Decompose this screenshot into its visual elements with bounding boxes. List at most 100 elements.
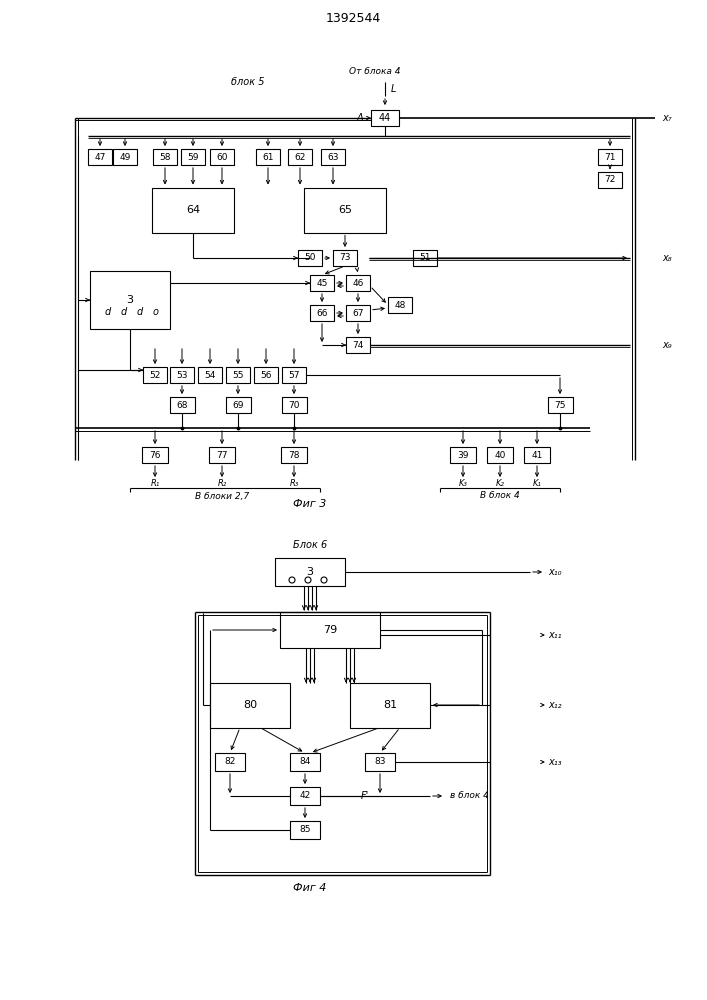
Bar <box>198 367 222 383</box>
Text: 44: 44 <box>379 113 391 123</box>
Text: 74: 74 <box>352 340 363 350</box>
Bar <box>281 397 307 413</box>
Bar <box>281 447 307 463</box>
Text: 55: 55 <box>233 370 244 379</box>
Bar <box>598 172 622 188</box>
Text: Блок 6: Блок 6 <box>293 540 327 550</box>
Text: 42: 42 <box>299 792 310 800</box>
Text: х₉: х₉ <box>662 340 672 350</box>
Bar <box>152 188 234 232</box>
Bar <box>210 682 290 728</box>
Bar <box>310 275 334 291</box>
Bar <box>290 753 320 771</box>
Text: 64: 64 <box>186 205 200 215</box>
Text: Фиг 4: Фиг 4 <box>293 883 327 893</box>
Bar <box>170 367 194 383</box>
Text: 80: 80 <box>243 700 257 710</box>
Text: 84: 84 <box>299 758 310 766</box>
Bar <box>226 367 250 383</box>
Text: d: d <box>137 307 143 317</box>
Text: 77: 77 <box>216 450 228 460</box>
Text: В блок 4: В блок 4 <box>480 491 520 500</box>
Bar <box>254 367 278 383</box>
Text: 3: 3 <box>127 295 134 305</box>
Bar <box>209 447 235 463</box>
Text: х₁₀: х₁₀ <box>548 567 561 577</box>
Text: K₃: K₃ <box>459 480 467 488</box>
Bar <box>346 305 370 321</box>
Bar <box>113 149 137 165</box>
Bar <box>547 397 573 413</box>
Bar <box>290 821 320 839</box>
Text: 70: 70 <box>288 400 300 410</box>
Text: R₃: R₃ <box>289 480 298 488</box>
Text: 40: 40 <box>494 450 506 460</box>
Bar <box>282 367 306 383</box>
Text: 71: 71 <box>604 152 616 161</box>
Bar <box>170 397 194 413</box>
Text: Фиг 3: Фиг 3 <box>293 499 327 509</box>
Text: 59: 59 <box>187 152 199 161</box>
Text: 69: 69 <box>233 400 244 410</box>
Bar <box>388 297 412 313</box>
Text: 67: 67 <box>352 308 363 318</box>
Text: х₈: х₈ <box>662 253 672 263</box>
Bar <box>346 337 370 353</box>
Text: 66: 66 <box>316 308 328 318</box>
Text: 75: 75 <box>554 400 566 410</box>
Text: 78: 78 <box>288 450 300 460</box>
Bar <box>280 612 380 648</box>
Text: 62: 62 <box>294 152 305 161</box>
Text: A: A <box>357 113 363 123</box>
Text: 51: 51 <box>419 253 431 262</box>
Text: 83: 83 <box>374 758 386 766</box>
Text: 76: 76 <box>149 450 160 460</box>
Text: 60: 60 <box>216 152 228 161</box>
Bar <box>290 787 320 805</box>
Text: 56: 56 <box>260 370 271 379</box>
Text: х₁₃: х₁₃ <box>548 757 561 767</box>
Bar <box>413 250 437 266</box>
Bar <box>88 149 112 165</box>
Bar <box>142 447 168 463</box>
Text: 1392544: 1392544 <box>325 11 380 24</box>
Text: 46: 46 <box>352 278 363 288</box>
Text: R₁: R₁ <box>151 480 160 488</box>
Bar <box>333 250 357 266</box>
Bar <box>215 753 245 771</box>
Text: 82: 82 <box>224 758 235 766</box>
Bar <box>90 271 170 329</box>
Text: K₂: K₂ <box>496 480 504 488</box>
Text: 54: 54 <box>204 370 216 379</box>
Text: R₂: R₂ <box>217 480 227 488</box>
Bar <box>598 149 622 165</box>
Text: o: o <box>153 307 159 317</box>
Bar <box>365 753 395 771</box>
Text: 52: 52 <box>149 370 160 379</box>
Text: 79: 79 <box>323 625 337 635</box>
Bar <box>143 367 167 383</box>
Bar <box>346 275 370 291</box>
Text: 85: 85 <box>299 826 311 834</box>
Bar <box>226 397 250 413</box>
Text: 53: 53 <box>176 370 188 379</box>
Text: 45: 45 <box>316 278 327 288</box>
Text: В блоки 2,7: В блоки 2,7 <box>195 491 249 500</box>
Text: х₇: х₇ <box>662 113 672 123</box>
Text: 3: 3 <box>307 567 313 577</box>
Text: 58: 58 <box>159 152 171 161</box>
Text: 41: 41 <box>532 450 543 460</box>
Bar <box>256 149 280 165</box>
Text: F': F' <box>361 791 369 801</box>
Text: х₁₁: х₁₁ <box>548 630 561 640</box>
Text: 49: 49 <box>119 152 131 161</box>
Bar <box>288 149 312 165</box>
Text: L: L <box>390 84 396 94</box>
Text: 65: 65 <box>338 205 352 215</box>
Text: 48: 48 <box>395 300 406 310</box>
Text: 61: 61 <box>262 152 274 161</box>
Text: От блока 4: От блока 4 <box>349 68 401 77</box>
Text: 73: 73 <box>339 253 351 262</box>
Text: 47: 47 <box>94 152 105 161</box>
Text: 57: 57 <box>288 370 300 379</box>
